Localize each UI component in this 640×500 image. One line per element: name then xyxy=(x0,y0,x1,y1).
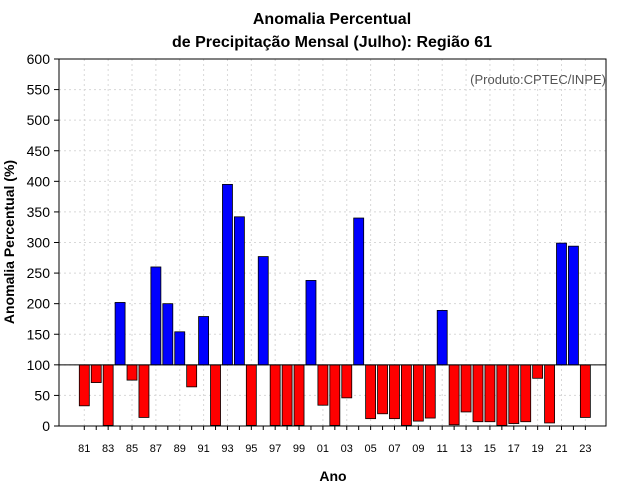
bar-93 xyxy=(222,183,233,366)
bar-92 xyxy=(210,364,221,426)
bar-14 xyxy=(472,364,484,423)
x-tick-label: 23 xyxy=(579,443,591,455)
x-tick-label: 19 xyxy=(532,443,544,455)
y-tick-label: 500 xyxy=(27,112,51,128)
x-tick-label: 93 xyxy=(221,443,233,455)
bar-09 xyxy=(412,364,424,422)
bar-18 xyxy=(520,364,532,423)
x-tick-label: 97 xyxy=(269,443,281,455)
bar-97 xyxy=(269,364,281,426)
bar-13 xyxy=(460,364,472,413)
y-tick-label: 550 xyxy=(27,82,51,98)
bar-99 xyxy=(293,364,305,426)
x-tick-label: 17 xyxy=(508,443,520,455)
y-tick-label: 200 xyxy=(27,296,51,312)
bar-07 xyxy=(389,364,400,420)
bar-01 xyxy=(317,364,329,406)
bar-96 xyxy=(257,256,269,366)
x-tick-label: 81 xyxy=(78,443,90,455)
y-tick-label: 450 xyxy=(27,143,51,159)
bar-83 xyxy=(102,364,114,426)
y-tick-label: 250 xyxy=(27,265,51,281)
bar-12 xyxy=(448,364,460,426)
bar-10 xyxy=(424,364,436,419)
x-tick-label: 01 xyxy=(317,443,329,455)
x-tick-label: 85 xyxy=(126,443,138,455)
x-tick-label: 05 xyxy=(364,443,376,455)
y-tick-label: 300 xyxy=(27,235,51,251)
chart-title-line2: de Precipitação Mensal (Julho): Região 6… xyxy=(172,34,492,51)
bar-89 xyxy=(174,331,186,366)
bar-05 xyxy=(365,364,377,420)
y-tick-label: 400 xyxy=(27,173,51,189)
bars xyxy=(78,183,591,426)
x-tick-label: 13 xyxy=(460,443,472,455)
bar-04 xyxy=(353,217,365,366)
chart-title-line1: Anomalia Percentual xyxy=(253,11,411,28)
x-tick-label: 07 xyxy=(388,443,400,455)
bar-17 xyxy=(508,364,520,424)
bar-20 xyxy=(544,364,555,424)
x-axis-label: Ano xyxy=(319,468,346,484)
x-tick-label: 95 xyxy=(245,443,257,455)
bar-02 xyxy=(329,364,341,426)
bar-11 xyxy=(436,309,448,366)
y-tick-label: 600 xyxy=(27,51,51,67)
bar-81 xyxy=(78,364,90,407)
x-tick-label: 91 xyxy=(197,443,209,455)
x-axis: 81 83 85 87 89 91 93 95 97 99 01 03 05 07 09 11 13 15 17 19… xyxy=(78,426,591,455)
x-tick-label: 89 xyxy=(174,443,186,455)
bar-90 xyxy=(186,364,198,388)
bar-21 xyxy=(556,242,567,366)
y-tick-label: 50 xyxy=(34,387,50,403)
bar-87 xyxy=(150,266,162,366)
x-tick-label: 15 xyxy=(484,443,496,455)
bar-23 xyxy=(579,364,591,418)
y-axis: 0 50 100 150 200 250 300 350 400 450 500 550 600 xyxy=(27,51,59,434)
source-annotation: (Produto:CPTEC/INPE) xyxy=(470,72,606,87)
bar-08 xyxy=(401,364,412,426)
bar-84 xyxy=(114,302,126,366)
y-tick-label: 0 xyxy=(42,418,50,434)
bar-82 xyxy=(90,364,102,383)
bar-85 xyxy=(126,364,138,381)
bar-06 xyxy=(377,364,388,415)
bar-98 xyxy=(281,364,293,426)
bar-16 xyxy=(496,364,508,426)
bar-88 xyxy=(162,303,174,366)
bar-00 xyxy=(305,280,317,366)
x-tick-label: 09 xyxy=(412,443,424,455)
y-tick-label: 150 xyxy=(27,326,51,342)
bar-22 xyxy=(568,245,579,366)
x-tick-label: 87 xyxy=(150,443,162,455)
y-tick-label: 350 xyxy=(27,204,51,220)
bar-19 xyxy=(532,364,544,379)
bar-91 xyxy=(198,316,210,366)
bar-03 xyxy=(341,364,353,399)
bar-15 xyxy=(484,364,496,423)
bar-94 xyxy=(233,216,245,366)
x-tick-label: 21 xyxy=(555,443,567,455)
x-tick-label: 83 xyxy=(102,443,114,455)
bar-95 xyxy=(245,364,257,426)
bar-86 xyxy=(138,364,150,418)
y-tick-label: 100 xyxy=(27,357,51,373)
y-axis-label: Anomalia Percentual (%) xyxy=(1,160,17,324)
x-tick-label: 03 xyxy=(341,443,353,455)
x-tick-label: 11 xyxy=(436,443,447,455)
x-tick-label: 99 xyxy=(293,443,305,455)
